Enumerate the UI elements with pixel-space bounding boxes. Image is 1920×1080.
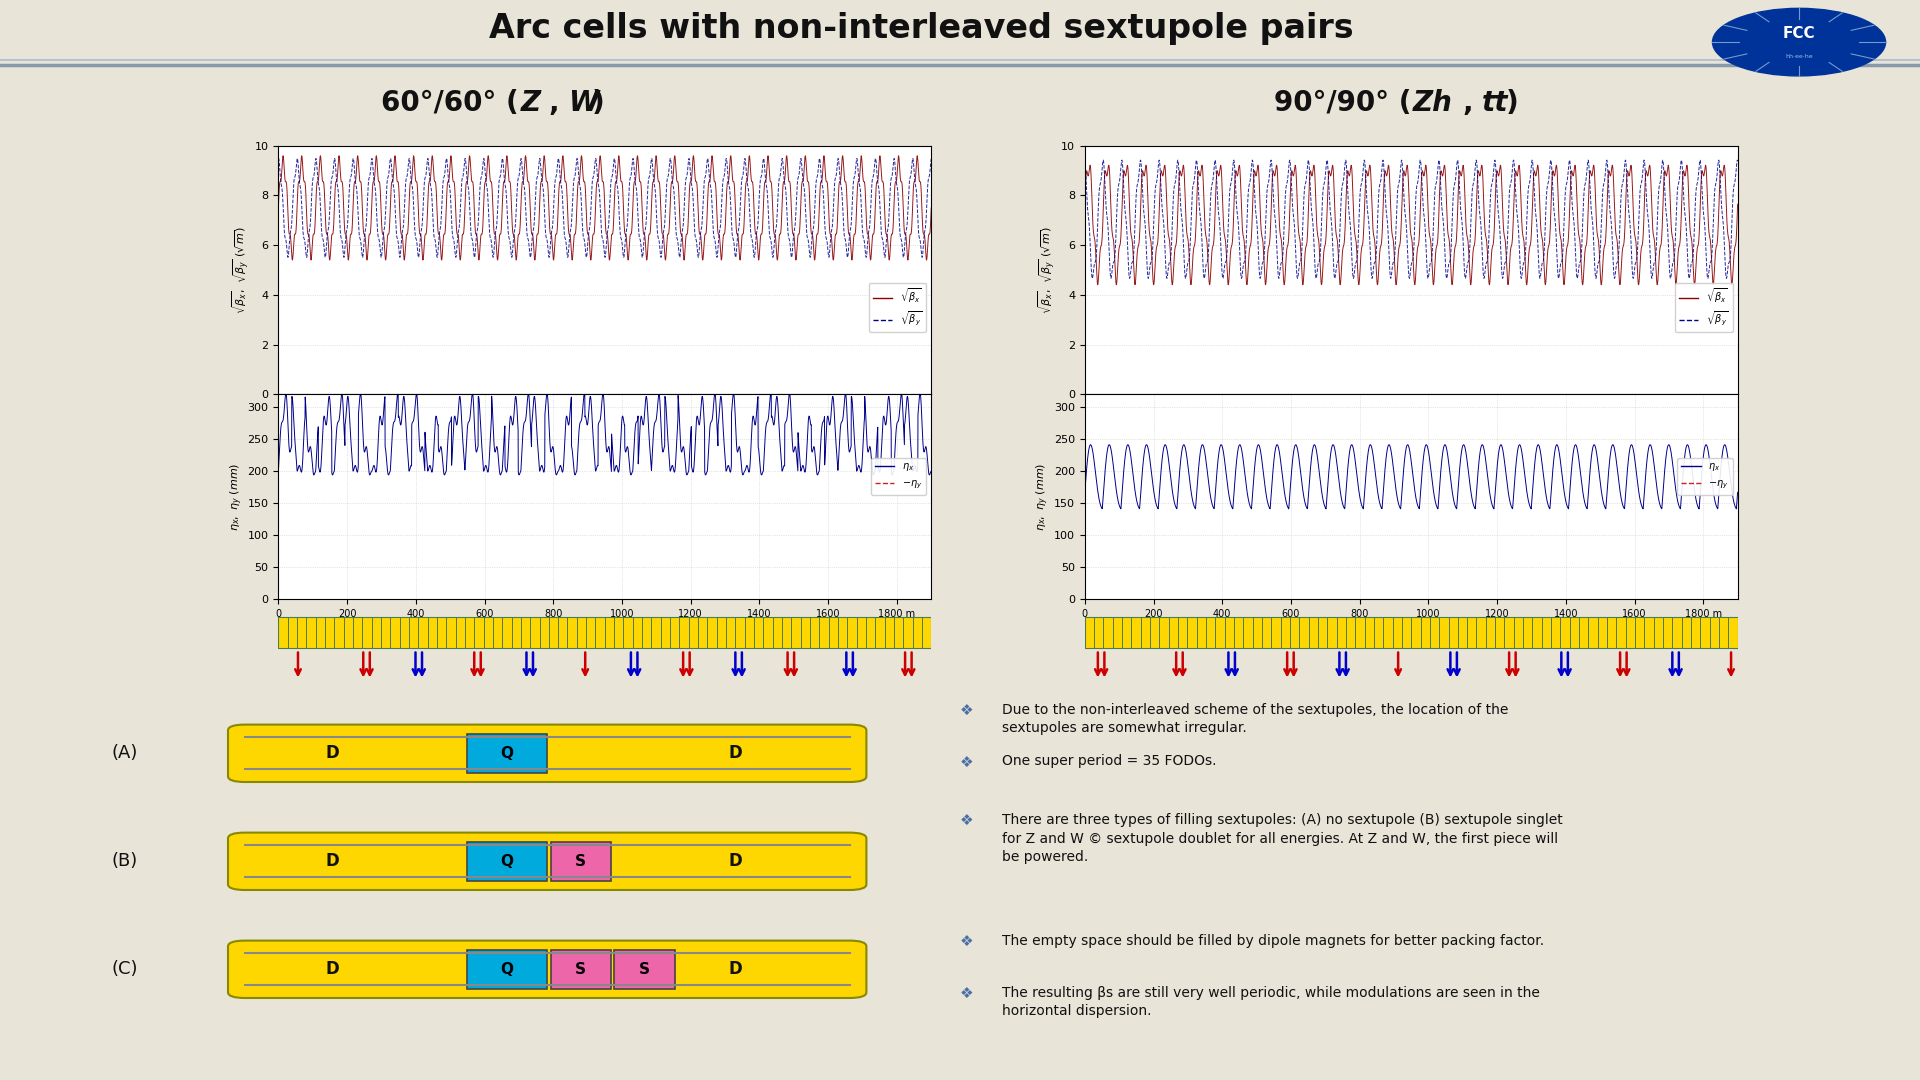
Text: ): )	[591, 89, 605, 117]
Text: ❖: ❖	[960, 755, 973, 769]
Y-axis label: $\eta_x,\ \eta_y\ (mm)$: $\eta_x,\ \eta_y\ (mm)$	[228, 462, 244, 531]
Bar	[1085, 618, 1738, 648]
Text: ❖: ❖	[960, 813, 973, 828]
Text: ❖: ❖	[960, 986, 973, 1001]
Text: Q: Q	[501, 962, 513, 976]
Text: FCC: FCC	[1784, 26, 1814, 41]
Legend: $\eta_x$, $-\eta_y$: $\eta_x$, $-\eta_y$	[1678, 458, 1732, 495]
Legend: $\sqrt{\beta_x}$, $\sqrt{\beta_y}$: $\sqrt{\beta_x}$, $\sqrt{\beta_y}$	[868, 283, 925, 332]
FancyBboxPatch shape	[228, 833, 866, 890]
Text: 90°/90° (: 90°/90° (	[1273, 89, 1411, 117]
Text: W: W	[568, 89, 599, 117]
Text: tt: tt	[1482, 89, 1509, 117]
Text: D: D	[728, 960, 743, 978]
Bar	[551, 841, 611, 881]
Text: There are three types of filling sextupoles: (A) no sextupole (B) sextupole sing: There are three types of filling sextupo…	[1002, 813, 1563, 864]
Text: D: D	[324, 852, 340, 870]
Bar	[551, 949, 611, 989]
Text: D: D	[324, 744, 340, 762]
Bar	[614, 949, 676, 989]
Text: ,: ,	[549, 89, 570, 117]
Text: The empty space should be filled by dipole magnets for better packing factor.: The empty space should be filled by dipo…	[1002, 934, 1544, 948]
Text: The resulting βs are still very well periodic, while modulations are seen in the: The resulting βs are still very well per…	[1002, 986, 1540, 1018]
Text: ❖: ❖	[960, 703, 973, 717]
Y-axis label: $\eta_x,\ \eta_y\ (mm)$: $\eta_x,\ \eta_y\ (mm)$	[1035, 462, 1050, 531]
Text: D: D	[728, 744, 743, 762]
Text: 60°/60° (: 60°/60° (	[380, 89, 518, 117]
FancyBboxPatch shape	[228, 941, 866, 998]
Text: D: D	[728, 852, 743, 870]
Circle shape	[1713, 9, 1885, 76]
Text: S: S	[576, 962, 586, 976]
Bar	[278, 618, 931, 648]
Text: (A): (A)	[111, 744, 138, 762]
Text: (C): (C)	[111, 960, 138, 978]
Text: Due to the non-interleaved scheme of the sextupoles, the location of the
sextupo: Due to the non-interleaved scheme of the…	[1002, 703, 1509, 735]
Bar	[467, 841, 547, 881]
Text: ❖: ❖	[960, 934, 973, 949]
Text: Zh: Zh	[1413, 89, 1453, 117]
Text: (B): (B)	[111, 852, 138, 870]
Text: Arc cells with non-interleaved sextupole pairs: Arc cells with non-interleaved sextupole…	[490, 12, 1354, 44]
Text: D: D	[324, 960, 340, 978]
Y-axis label: $\sqrt{\beta_x},\ \sqrt{\beta_y}\ (\sqrt{m})$: $\sqrt{\beta_x},\ \sqrt{\beta_y}\ (\sqrt…	[1037, 226, 1058, 314]
Text: hh·ee·he: hh·ee·he	[1786, 54, 1812, 59]
Text: S: S	[639, 962, 651, 976]
Text: ,: ,	[1463, 89, 1484, 117]
Bar	[467, 949, 547, 989]
Text: ): )	[1505, 89, 1519, 117]
Bar	[467, 733, 547, 773]
FancyBboxPatch shape	[228, 725, 866, 782]
Text: Q: Q	[501, 746, 513, 760]
Text: S: S	[576, 854, 586, 868]
Text: Q: Q	[501, 854, 513, 868]
Text: One super period = 35 FODOs.: One super period = 35 FODOs.	[1002, 755, 1217, 769]
Legend: $\eta_x$, $-\eta_y$: $\eta_x$, $-\eta_y$	[872, 458, 925, 495]
Text: Z: Z	[520, 89, 540, 117]
Y-axis label: $\sqrt{\beta_x},\ \sqrt{\beta_y}\ (\sqrt{m})$: $\sqrt{\beta_x},\ \sqrt{\beta_y}\ (\sqrt…	[230, 226, 252, 314]
Legend: $\sqrt{\beta_x}$, $\sqrt{\beta_y}$: $\sqrt{\beta_x}$, $\sqrt{\beta_y}$	[1674, 283, 1732, 332]
